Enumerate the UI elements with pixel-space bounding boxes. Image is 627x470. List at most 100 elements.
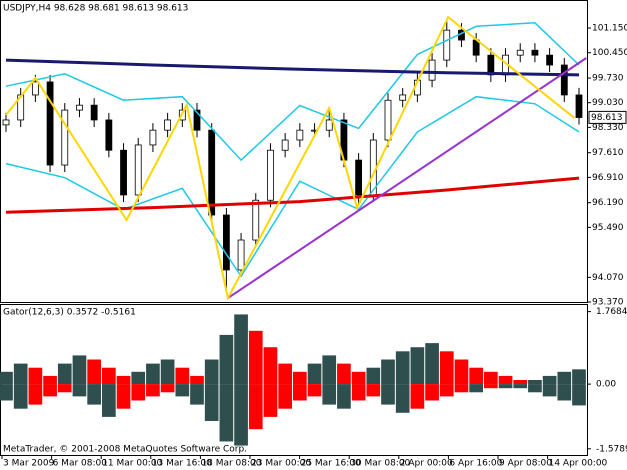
indicator-line <box>5 58 580 77</box>
gator-bar <box>351 384 366 401</box>
gator-bar <box>102 384 116 417</box>
gator-bar <box>513 384 528 389</box>
gator-bar <box>43 375 57 385</box>
gator-bar <box>0 384 13 401</box>
gator-bar <box>87 384 101 405</box>
candle-body <box>222 214 230 271</box>
candle-body <box>546 54 554 66</box>
y-tick-label: 97.610 <box>592 148 624 158</box>
gator-bar <box>557 371 572 385</box>
candle-body <box>531 49 539 56</box>
gator-bar <box>87 359 101 385</box>
y-tick-label: 96.190 <box>592 198 624 208</box>
gator-bar <box>381 359 395 385</box>
candle-body <box>164 119 172 131</box>
candle-body <box>267 149 274 201</box>
chart-title: USDJPY,H4 98.628 98.681 98.613 98.613 <box>3 4 188 14</box>
gator-bar <box>28 384 43 405</box>
gator-bar <box>72 384 87 397</box>
candle-body <box>296 129 304 141</box>
gator-bar <box>116 375 131 385</box>
gator-bar <box>454 359 469 385</box>
gator-bar <box>190 375 204 385</box>
gator-bar <box>410 384 425 409</box>
gator-bar <box>204 384 219 421</box>
gator-bar <box>263 384 278 417</box>
gator-bar <box>439 384 454 397</box>
gator-bar <box>72 355 87 385</box>
gator-bar <box>13 363 28 385</box>
gator-bar <box>248 384 263 430</box>
candle-body <box>31 81 39 96</box>
gator-bar <box>528 384 542 393</box>
candle-body <box>560 64 568 96</box>
gator-bar <box>160 359 175 385</box>
candle-body <box>355 159 363 196</box>
gator-bar <box>307 363 322 385</box>
candle-body <box>281 139 289 151</box>
candle-body <box>208 129 216 216</box>
gator-bar <box>57 363 72 385</box>
gator-bar <box>439 351 454 385</box>
candle-body <box>237 239 245 271</box>
x-tick-label: 2 Apr 00:00 <box>400 459 453 469</box>
candle-body <box>134 144 142 196</box>
gator-bar <box>293 371 307 385</box>
indicator-title: Gator(12,6,3) 0.3572 -0.5161 <box>3 308 136 318</box>
indicator-line <box>5 22 580 162</box>
gator-bar <box>278 363 292 385</box>
y-tick-label: 99.730 <box>592 74 624 84</box>
gator-bar <box>366 384 381 397</box>
price-panel <box>0 0 588 303</box>
candle-body <box>149 129 157 146</box>
gator-bar <box>322 355 337 385</box>
gator-bar <box>469 367 483 385</box>
gator-bar <box>572 369 586 385</box>
candle-body <box>193 109 201 131</box>
y-tick-label: 93.370 <box>592 298 624 308</box>
candle-body <box>399 94 407 101</box>
gator-bar <box>425 384 439 401</box>
candle-body <box>90 104 98 121</box>
gator-bar <box>28 367 43 385</box>
indicator-line <box>5 95 580 278</box>
candle-body <box>46 81 54 166</box>
x-tick-label: 11 Mar 00:00 <box>102 459 162 469</box>
gator-bar <box>234 314 248 385</box>
gator-bar <box>322 384 337 405</box>
candle-body <box>325 119 333 131</box>
gator-bar <box>454 384 469 393</box>
gator-bar <box>513 380 528 385</box>
gator-bar <box>263 347 278 385</box>
price-label-box <box>588 110 627 124</box>
y-tick-label: 1.7684 <box>596 307 627 317</box>
gator-bar <box>498 384 513 389</box>
price-label: 98.613 <box>591 113 623 123</box>
x-tick-label: 3 Mar 2009 <box>3 459 55 469</box>
gator-bar <box>102 367 116 385</box>
gator-bar <box>57 384 72 393</box>
y-tick-label: 100.450 <box>592 48 627 58</box>
y-tick-label: -1.5789 <box>596 444 627 454</box>
candle-body <box>384 99 392 141</box>
gator-bar <box>381 384 395 405</box>
gator-bar <box>557 384 572 401</box>
candle-body <box>120 149 127 196</box>
gator-bar <box>234 384 248 446</box>
y-tick-label: 94.070 <box>592 273 624 283</box>
x-tick-label: 6 Mar 08:00 <box>53 459 108 469</box>
gator-bar <box>160 384 175 393</box>
gator-bar <box>131 384 146 401</box>
y-tick-label: 101.150 <box>592 24 627 34</box>
gator-bar <box>498 375 513 385</box>
gator-bar <box>293 384 307 401</box>
gator-bar <box>248 330 263 385</box>
y-tick-label: 95.490 <box>592 223 624 233</box>
gator-bar <box>366 367 381 385</box>
gator-bar <box>484 384 498 389</box>
gator-bar <box>528 380 542 385</box>
x-tick-label: 6 Apr 16:00 <box>449 459 502 469</box>
x-tick-label: 25 Mar 16:00 <box>301 459 361 469</box>
gator-bar <box>542 375 557 385</box>
gator-bar <box>542 384 557 397</box>
